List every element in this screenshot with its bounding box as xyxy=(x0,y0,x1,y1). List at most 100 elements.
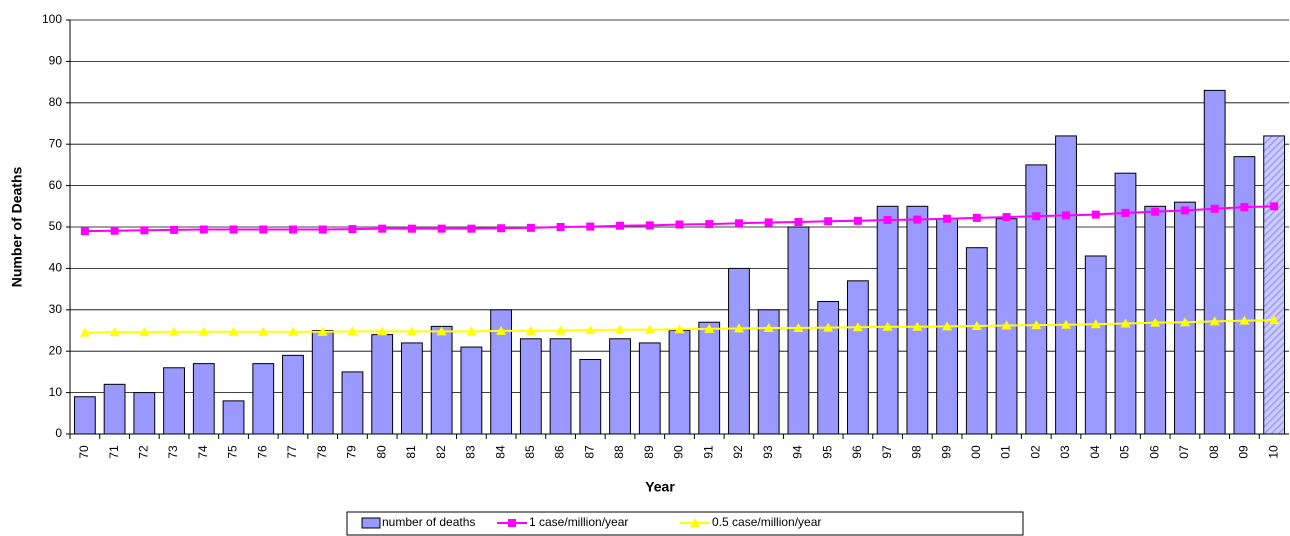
bar xyxy=(698,321,721,435)
line-marker xyxy=(793,323,804,333)
line-marker xyxy=(466,326,477,336)
y-tick-label: 0 xyxy=(55,426,62,440)
bar xyxy=(460,346,483,435)
line-marker xyxy=(1062,211,1071,220)
line-marker xyxy=(764,218,773,227)
line-marker xyxy=(259,225,268,234)
x-tick-label: 85 xyxy=(523,445,537,459)
line-marker xyxy=(317,326,328,336)
line-marker xyxy=(318,225,327,234)
line-marker xyxy=(229,225,238,234)
line-marker xyxy=(853,216,862,225)
line-marker xyxy=(1061,319,1072,329)
x-tick-label: 71 xyxy=(107,445,121,459)
line-marker xyxy=(913,215,922,224)
line-marker xyxy=(615,324,626,334)
x-tick-label: 83 xyxy=(464,445,478,459)
bar xyxy=(163,367,185,435)
bar xyxy=(73,396,96,435)
x-tick-label: 08 xyxy=(1207,445,1221,459)
line-marker xyxy=(645,221,654,230)
line-marker xyxy=(1269,315,1280,325)
line-marker xyxy=(1180,206,1189,215)
line-marker xyxy=(437,224,446,233)
line-marker xyxy=(348,225,357,234)
line-marker xyxy=(169,326,180,336)
bar xyxy=(252,363,275,435)
bar xyxy=(222,400,245,435)
x-tick-label: 81 xyxy=(404,445,418,459)
line-marker xyxy=(377,326,388,336)
bar xyxy=(282,354,304,435)
line-marker xyxy=(1091,210,1100,219)
x-tick-label: 84 xyxy=(493,445,507,459)
legend-label: 0.5 case/million/year xyxy=(712,515,821,529)
x-axis-title: Year xyxy=(645,479,675,495)
x-tick-label: 88 xyxy=(612,445,626,459)
line-marker xyxy=(198,326,209,336)
line-marker xyxy=(378,224,387,233)
line-marker xyxy=(288,225,297,234)
bar xyxy=(609,338,631,435)
y-axis-title: Number of Deaths xyxy=(9,167,25,288)
bar xyxy=(133,392,156,435)
bar xyxy=(1055,135,1077,435)
line-marker xyxy=(616,221,625,230)
bar xyxy=(401,342,423,435)
x-tick-label: 90 xyxy=(672,445,686,459)
line-marker xyxy=(139,327,150,337)
x-tick-label: 78 xyxy=(315,445,329,459)
x-tick-label: 00 xyxy=(969,445,983,459)
x-tick-label: 82 xyxy=(434,445,448,459)
line-marker xyxy=(883,215,892,224)
line-marker xyxy=(705,220,714,229)
line-marker xyxy=(1240,203,1249,212)
y-tick-label: 40 xyxy=(49,261,63,275)
x-tick-label: 79 xyxy=(345,445,359,459)
bar xyxy=(846,280,869,435)
line-marker xyxy=(733,323,744,333)
line-marker xyxy=(882,321,893,331)
line-marker xyxy=(406,326,417,336)
x-tick-label: 87 xyxy=(582,445,596,459)
x-tick-label: 86 xyxy=(553,445,567,459)
y-tick-label: 50 xyxy=(49,219,63,233)
line-marker xyxy=(228,326,239,336)
bar xyxy=(519,338,542,435)
line-marker xyxy=(407,224,416,233)
x-tick-label: 73 xyxy=(166,445,180,459)
x-tick-label: 01 xyxy=(999,445,1013,459)
x-tick-label: 80 xyxy=(374,445,388,459)
bar xyxy=(817,301,840,435)
bar xyxy=(1233,156,1256,435)
x-tick-label: 93 xyxy=(761,445,775,459)
bar xyxy=(638,342,661,435)
bar xyxy=(192,363,215,435)
line-marker xyxy=(972,213,981,222)
x-tick-label: 07 xyxy=(1177,445,1191,459)
x-tick-label: 92 xyxy=(731,445,745,459)
bar xyxy=(579,358,602,435)
y-tick-label: 80 xyxy=(49,95,63,109)
legend-label: number of deaths xyxy=(382,515,475,529)
line-marker xyxy=(287,326,298,336)
line-marker xyxy=(1001,320,1012,330)
line-marker xyxy=(497,224,506,233)
y-tick-label: 60 xyxy=(49,178,63,192)
y-tick-label: 70 xyxy=(49,136,63,150)
bar xyxy=(549,338,572,435)
line-marker xyxy=(1209,316,1220,326)
x-tick-label: 76 xyxy=(255,445,269,459)
y-tick-label: 10 xyxy=(49,385,63,399)
x-tick-label: 10 xyxy=(1266,445,1280,459)
line-marker xyxy=(823,322,834,332)
line-marker xyxy=(912,321,923,331)
bar xyxy=(341,371,364,435)
x-tick-label: 94 xyxy=(791,445,805,459)
line-marker xyxy=(258,326,269,336)
line-marker xyxy=(852,322,863,332)
x-tick-label: 04 xyxy=(1088,445,1102,459)
bar xyxy=(1025,164,1048,435)
line-marker xyxy=(170,225,179,234)
